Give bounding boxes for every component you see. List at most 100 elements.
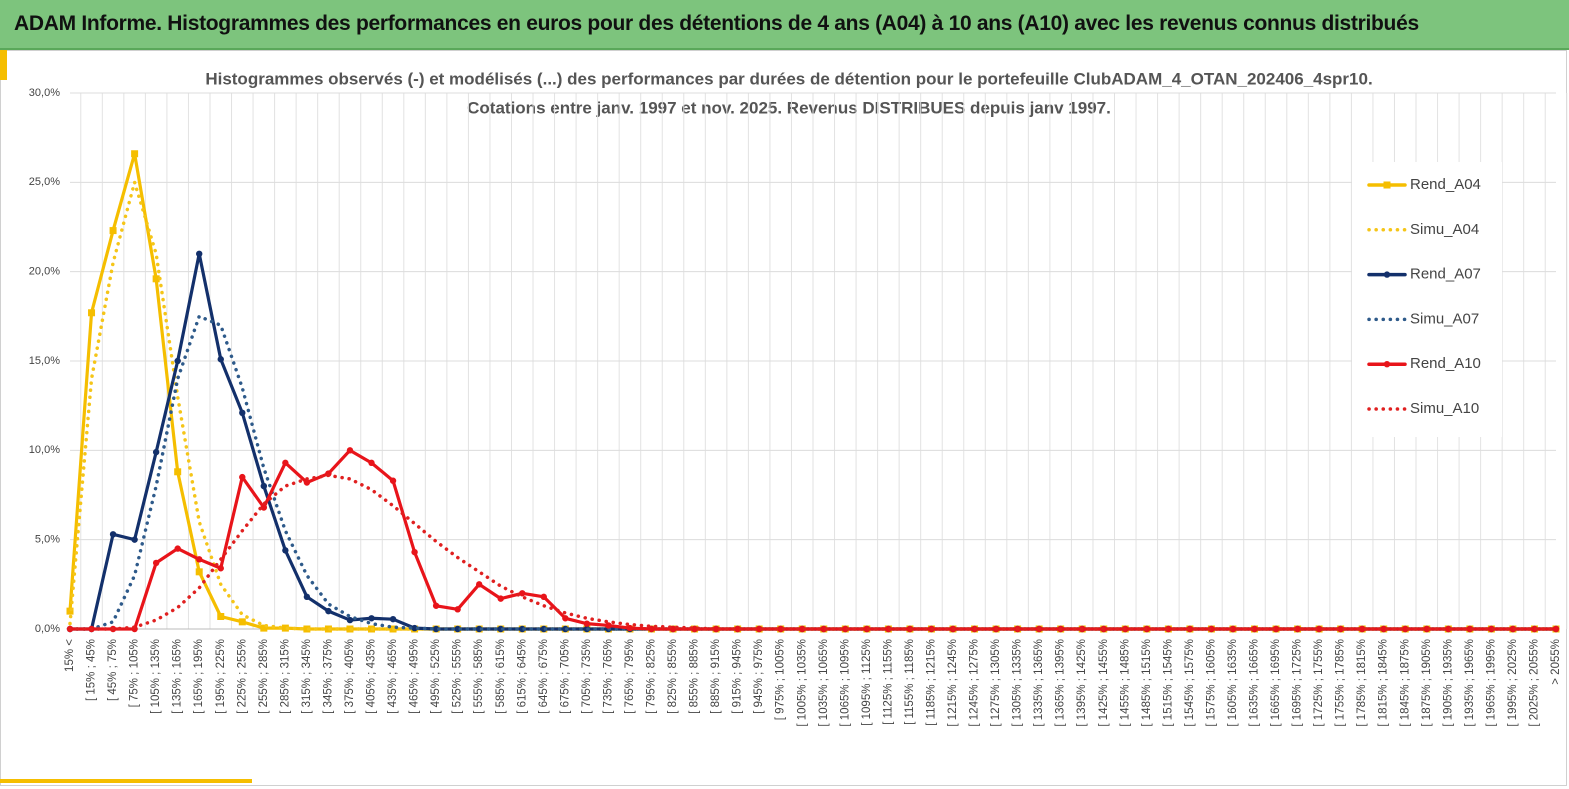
point — [88, 309, 96, 317]
point — [282, 459, 289, 467]
point — [1315, 625, 1323, 633]
point — [196, 556, 203, 563]
point — [583, 620, 591, 627]
x-tick-label: [ 75% ; 105% — [129, 639, 141, 707]
legend-label: Simu_A10 — [1410, 400, 1479, 417]
legend-label: Simu_A04 — [1410, 221, 1479, 238]
x-tick-label: [ 1305% ; 1335% — [1012, 639, 1024, 727]
point — [325, 607, 332, 615]
x-tick-label: [ 405% ; 435% — [366, 639, 378, 714]
x-tick-label: [ 525% ; 555% — [452, 639, 464, 714]
x-tick-label: [ 1185% ; 1215% — [925, 639, 937, 726]
x-tick-label: [ 945% ; 975% — [753, 639, 765, 714]
point — [475, 581, 483, 588]
point — [1337, 625, 1344, 633]
x-tick-label: [ 105% ; 135% — [150, 639, 162, 714]
x-tick-label: [ 675% ; 705% — [559, 639, 571, 714]
point — [605, 622, 612, 629]
point — [777, 625, 784, 633]
x-tick-label: [ 195% ; 225% — [215, 639, 227, 714]
point — [281, 624, 289, 632]
x-tick-label: [ 1545% ; 1575% — [1184, 639, 1196, 727]
point — [454, 625, 461, 633]
x-tick-label: [ 255% ; 285% — [258, 639, 270, 714]
point — [1402, 625, 1409, 633]
point — [497, 595, 504, 602]
y-tick-label: 15,0% — [29, 355, 60, 367]
x-tick-label: [ 375% ; 405% — [344, 639, 356, 714]
point — [368, 459, 375, 467]
point — [432, 602, 440, 609]
x-tick-label: [ 765% ; 795% — [624, 639, 636, 714]
accent — [0, 779, 252, 783]
x-tick-label: [ 1875% ; 1905% — [1421, 639, 1433, 727]
x-tick-label: [ 1725% ; 1755% — [1313, 639, 1325, 727]
point — [131, 150, 139, 158]
x-tick-label: [ 435% ; 465% — [387, 639, 399, 714]
x-tick-label: [ 1635% ; 1665% — [1249, 639, 1261, 727]
x-tick-label: [ 1125% ; 1155% — [882, 639, 894, 725]
y-tick-label: 10,0% — [29, 444, 60, 456]
point — [411, 624, 418, 632]
point — [174, 468, 182, 476]
point — [239, 473, 246, 481]
x-tick-label: [ 1065% ; 1095% — [839, 639, 851, 727]
x-tick-label: [ 615% ; 645% — [516, 639, 528, 714]
point — [626, 624, 634, 632]
y-tick-label: 25,0% — [29, 176, 60, 188]
legend-label: Rend_A10 — [1410, 355, 1481, 372]
point — [66, 607, 74, 615]
point — [174, 545, 181, 552]
x-tick-label: [ 1785% ; 1815% — [1356, 639, 1368, 727]
point — [303, 479, 311, 486]
point — [712, 625, 720, 633]
point — [260, 482, 268, 490]
point — [303, 625, 311, 633]
x-tick-label: [ 1845% ; 1875% — [1399, 639, 1411, 727]
x-tick-label: [ 1005% ; 1035% — [796, 639, 808, 727]
header-title: ADAM Informe. Histogrammes des performan… — [14, 12, 1419, 35]
x-tick-label: [ 1095% ; 1125% — [861, 639, 873, 726]
point — [1423, 625, 1430, 633]
point — [131, 536, 138, 543]
x-tick-label: [ 135% ; 165% — [172, 639, 184, 714]
point — [734, 625, 741, 633]
point — [260, 504, 268, 511]
point — [389, 615, 397, 623]
point — [109, 227, 117, 235]
legend-label: Simu_A07 — [1410, 310, 1479, 327]
point — [691, 625, 698, 633]
x-tick-label: [ 1965% ; 1995% — [1485, 639, 1497, 727]
header-bar: ADAM Informe. Histogrammes des performan… — [0, 0, 1569, 50]
point — [196, 250, 203, 257]
point — [411, 548, 418, 556]
point — [109, 531, 117, 538]
point — [260, 624, 268, 632]
point — [389, 477, 397, 484]
x-tick-label: [ 1995% ; 2025% — [1507, 639, 1519, 727]
x-tick-label: [ 495% ; 525% — [430, 639, 442, 714]
point — [346, 616, 354, 624]
y-tick-label: 20,0% — [29, 266, 60, 278]
x-tick-label: [ 585% ; 615% — [495, 639, 507, 714]
legend-label: Rend_A04 — [1410, 176, 1481, 193]
point — [1272, 625, 1280, 633]
x-tick-label: [ 1515% ; 1545% — [1162, 639, 1174, 727]
legend-label: Rend_A07 — [1410, 266, 1481, 283]
x-tick-label: > 2055% — [1550, 639, 1562, 685]
chart-subtitle: Cotations entre janv. 1997 et nov. 2025.… — [467, 98, 1111, 117]
chart-title: Histogrammes observés (-) et modélisés (… — [205, 69, 1372, 88]
point — [239, 409, 246, 417]
point — [519, 590, 526, 597]
point — [282, 547, 289, 554]
x-tick-label: [ 1275% ; 1305% — [990, 639, 1002, 727]
x-tick-label: [ 345% ; 375% — [322, 639, 334, 714]
x-tick-label: [ 225% ; 255% — [236, 639, 248, 714]
x-tick-label: [ 885% ; 915% — [710, 639, 722, 714]
x-tick-label: [ 705% ; 735% — [581, 639, 593, 714]
x-tick-label: [ 1755% ; 1785% — [1335, 639, 1347, 727]
point — [1552, 625, 1560, 633]
point — [174, 357, 181, 365]
point — [152, 448, 160, 456]
